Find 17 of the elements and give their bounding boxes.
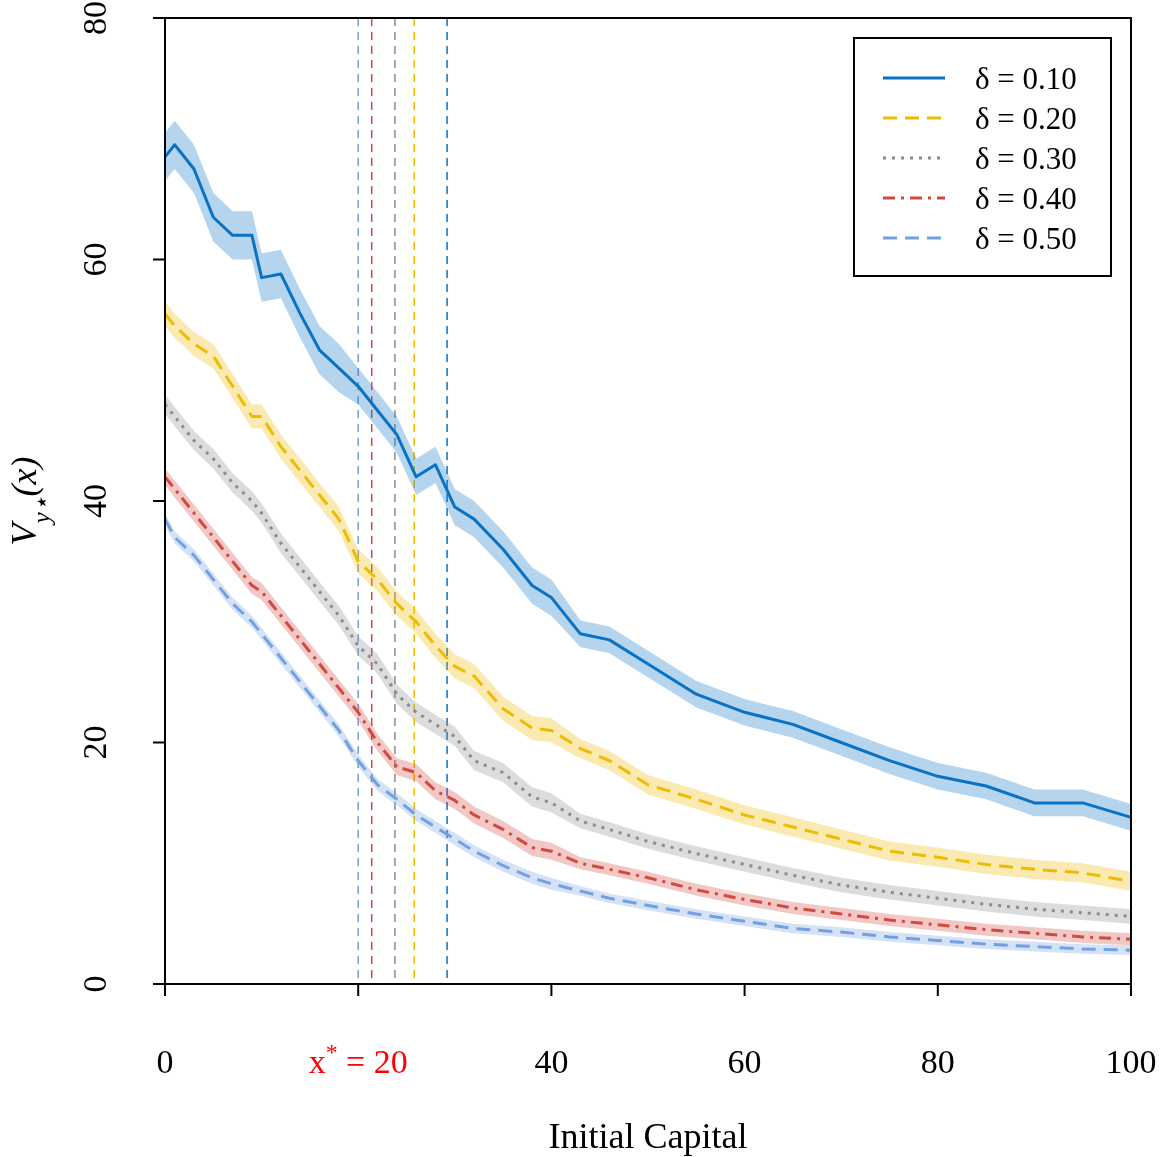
x-tick-label: 0 (156, 1043, 174, 1080)
y-tick-label: 80 (76, 1, 113, 35)
x-tick-label: 100 (1105, 1043, 1157, 1080)
y-tick-label: 20 (76, 725, 113, 760)
legend-label: δ = 0.10 (975, 61, 1077, 96)
y-tick-label: 0 (76, 975, 113, 993)
x-tick-label: 80 (920, 1043, 955, 1080)
x-tick-label: 60 (727, 1043, 762, 1080)
legend-label: δ = 0.30 (975, 141, 1077, 176)
legend-label: δ = 0.20 (975, 101, 1077, 136)
legend-label: δ = 0.50 (975, 221, 1077, 256)
legend-label: δ = 0.40 (975, 181, 1077, 216)
x-axis-title: Initial Capital (548, 1116, 748, 1156)
y-tick-label: 40 (76, 484, 113, 518)
x-tick-label: 40 (534, 1043, 569, 1080)
x-tick-label: x$^{*}$ = 20 (308, 1039, 408, 1080)
y-tick-label: 60 (76, 242, 113, 277)
